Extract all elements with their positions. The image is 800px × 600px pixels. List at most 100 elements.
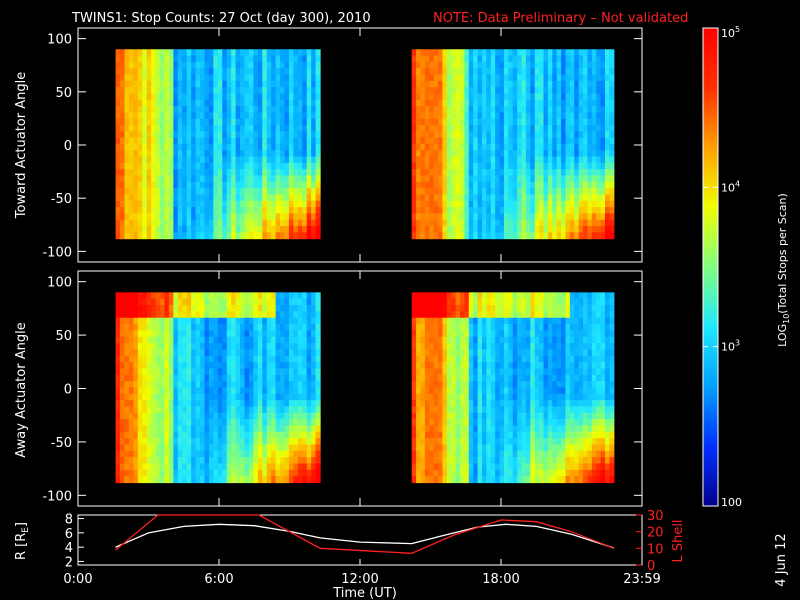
heatmap-cell	[517, 194, 523, 202]
heatmap-cell	[231, 112, 237, 120]
heatmap-cell	[204, 181, 210, 189]
heatmap-cell	[315, 444, 321, 452]
heatmap-cell	[253, 305, 259, 312]
heatmap-cell	[266, 106, 272, 113]
heatmap-cell	[482, 162, 487, 170]
heatmap-cell	[217, 311, 223, 319]
heatmap-cell	[266, 343, 272, 351]
heatmap-cell	[293, 137, 299, 145]
heatmap-cell	[556, 87, 562, 95]
heatmap-cell	[297, 61, 303, 69]
heatmap-cell	[288, 305, 294, 312]
heatmap-cell	[433, 118, 439, 126]
heatmap-cell	[213, 355, 219, 363]
heatmap-cell	[222, 476, 228, 484]
heatmap-cell	[262, 355, 268, 363]
heatmap-cell	[271, 393, 277, 401]
heatmap-cell	[460, 188, 466, 196]
heatmap-cell	[128, 61, 134, 69]
heatmap-cell	[468, 476, 474, 484]
heatmap-cell	[124, 431, 130, 439]
heatmap-cell	[231, 368, 237, 376]
heatmap-cell	[429, 175, 435, 183]
heatmap-cell	[280, 219, 286, 227]
heatmap-cell	[182, 181, 188, 189]
heatmap-cell	[416, 298, 422, 306]
heatmap-cell	[547, 99, 553, 107]
heatmap-cell	[508, 311, 514, 319]
heatmap-cell	[477, 131, 483, 139]
heatmap-cell	[262, 87, 268, 95]
heatmap-cell	[591, 181, 597, 189]
heatmap-cell	[460, 463, 466, 471]
heatmap-cell	[486, 213, 492, 221]
heatmap-cell	[525, 450, 531, 458]
heatmap-cell	[499, 74, 505, 82]
heatmap-cell	[512, 207, 518, 214]
heatmap-cell	[257, 476, 263, 484]
heatmap-cell	[217, 219, 223, 227]
heatmap-cell	[200, 305, 206, 312]
heatmap-cell	[521, 336, 527, 344]
heatmap-cell	[525, 374, 531, 382]
heatmap-cell	[284, 150, 290, 158]
heatmap-cell	[311, 61, 317, 69]
heatmap-cell	[195, 463, 201, 471]
heatmap-cell	[155, 419, 161, 427]
heatmap-cell	[271, 412, 277, 420]
heatmap-cell	[315, 381, 321, 389]
heatmap-cell	[460, 349, 466, 357]
heatmap-cell	[284, 419, 290, 427]
heatmap-cell	[182, 343, 188, 351]
heatmap-cell	[420, 162, 426, 170]
heatmap-cell	[442, 469, 448, 477]
heatmap-cell	[186, 80, 192, 88]
heatmap-cell	[517, 93, 523, 101]
heatmap-cell	[128, 476, 134, 484]
heatmap-cell	[137, 137, 143, 145]
heatmap-cell	[455, 343, 461, 351]
heatmap-cell	[182, 55, 188, 63]
heatmap-cell	[517, 317, 523, 325]
heatmap-cell	[482, 298, 487, 306]
heatmap-cell	[173, 425, 179, 433]
heatmap-cell	[262, 425, 268, 433]
heatmap-cell	[195, 87, 201, 95]
heatmap-cell	[438, 150, 444, 158]
heatmap-cell	[293, 317, 299, 325]
heatmap-cell	[200, 150, 206, 158]
heatmap-cell	[204, 450, 210, 458]
heatmap-cell	[124, 169, 130, 177]
heatmap-cell	[442, 162, 448, 170]
heatmap-cell	[173, 381, 179, 389]
heatmap-cell	[495, 213, 501, 221]
heatmap-cell	[517, 137, 523, 145]
heatmap-cell	[257, 406, 263, 414]
heatmap-cell	[124, 150, 130, 158]
heatmap-cell	[173, 305, 179, 312]
heatmap-cell	[253, 143, 259, 151]
heatmap-cell	[552, 93, 558, 101]
heatmap-cell	[306, 425, 312, 433]
heatmap-cell	[133, 49, 139, 57]
heatmap-cell	[160, 169, 166, 177]
heatmap-cell	[486, 419, 492, 427]
heatmap-cell	[512, 188, 518, 196]
heatmap-cell	[302, 349, 308, 357]
heatmap-cell	[151, 207, 157, 214]
heatmap-cell	[416, 125, 422, 132]
heatmap-cell	[306, 213, 312, 221]
heatmap-cell	[451, 374, 457, 382]
heatmap-cell	[200, 55, 206, 63]
heatmap-cell	[288, 169, 294, 177]
heatmap-cell	[508, 412, 514, 420]
heatmap-cell	[226, 362, 232, 370]
heatmap-cell	[517, 349, 523, 357]
heatmap-cell	[173, 368, 179, 376]
heatmap-cell	[490, 194, 496, 202]
heatmap-cell	[499, 450, 505, 458]
heatmap-cell	[240, 469, 246, 477]
heatmap-cell	[420, 74, 426, 82]
heatmap-cell	[195, 194, 201, 202]
heatmap-cell	[486, 181, 492, 189]
